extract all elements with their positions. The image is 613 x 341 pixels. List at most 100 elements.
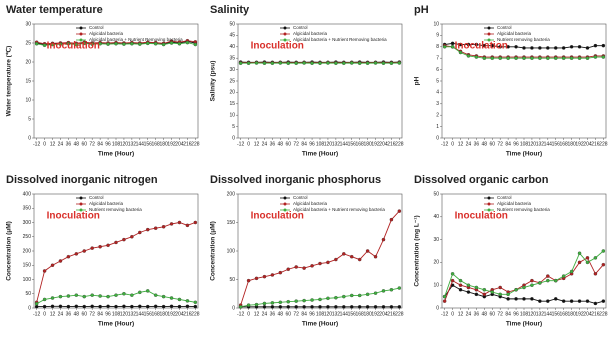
y-tick-label: 0 [232,305,235,311]
data-point [193,220,198,225]
x-tick-label: 228 [395,141,404,147]
y-tick-label: 5 [28,116,31,122]
data-point [498,292,502,297]
y-axis-label: pH [414,76,421,85]
panel-title: Dissolved inorganic nitrogen [6,174,158,186]
data-point [90,304,94,309]
x-tick-label: 192 [167,141,176,147]
data-point [561,56,566,60]
y-tick-label: 150 [23,263,32,269]
data-point [365,249,370,253]
data-point [458,42,463,47]
x-tick-label: 156 [348,311,357,317]
data-point [601,299,606,303]
data-point [342,305,346,309]
data-point [114,293,118,297]
x-tick-label: 156 [348,141,357,147]
x-tick-label: 168 [356,141,365,147]
x-tick-label: 144 [136,311,145,317]
data-point [601,262,606,267]
legend-marker [283,208,287,212]
data-point [553,56,558,60]
y-tick-label: 35 [229,56,235,62]
data-point [450,278,455,283]
x-tick-label: 84 [301,311,307,317]
x-tick-label: -12 [441,141,448,147]
legend-label: Control [497,25,512,30]
x-tick-label: 60 [285,141,291,147]
y-tick-label: 10 [229,113,235,119]
data-point [506,292,510,297]
x-tick-label: 60 [81,141,87,147]
data-point [365,292,370,297]
annotation: Inoculation [47,211,100,222]
data-point [466,54,471,58]
data-point [334,295,338,300]
y-axis-label: Concentration (μM) [210,221,217,281]
data-point [389,305,394,309]
data-point [185,40,190,45]
x-tick-label: 72 [497,311,503,317]
data-point [546,56,550,60]
panel-title: Salinity [210,4,250,16]
data-point [522,285,526,290]
y-tick-label: 0 [232,135,235,141]
x-tick-label: 0 [451,141,454,147]
data-point [169,41,174,45]
data-point [318,61,322,65]
data-point [522,46,526,50]
x-tick-label: 120 [120,141,129,147]
x-tick-label: 204 [175,141,184,147]
x-tick-label: 132 [332,141,341,147]
x-tick-label: 0 [451,311,454,317]
x-tick-label: 192 [371,311,380,317]
x-tick-label: 144 [340,141,349,147]
data-point [278,270,283,275]
data-point [145,227,150,232]
data-point [122,291,126,296]
data-point [82,41,87,46]
data-point [326,305,330,309]
x-tick-label: 120 [120,311,129,317]
data-point [381,305,386,309]
y-tick-label: 200 [227,191,236,197]
data-point [169,222,174,226]
data-point [42,269,47,273]
data-point [506,56,510,60]
data-point [138,290,142,295]
x-axis-label: Time (Hour) [506,151,542,158]
data-point [270,273,275,277]
y-tick-label: 25 [25,40,31,46]
data-point [498,285,502,290]
data-point [130,234,134,239]
data-point [106,42,110,46]
legend-marker [79,38,83,42]
data-point [577,299,582,303]
legend-label: Control [89,195,104,200]
y-tick-label: 300 [23,220,32,226]
data-point [98,294,102,298]
annotation: Inoculation [251,41,304,52]
x-tick-label: 120 [324,311,333,317]
x-axis-label: Time (Hour) [302,151,338,158]
data-point [577,251,582,256]
data-point [302,61,306,65]
y-tick-label: 200 [23,248,32,254]
data-point [138,304,142,309]
x-tick-label: 72 [293,311,299,317]
y-tick-label: 4 [436,90,439,96]
y-tick-label: 40 [433,214,439,220]
x-tick-label: 72 [497,141,503,147]
data-point [106,294,110,299]
legend-label: Control [293,195,308,200]
y-tick-label: 5 [436,78,439,84]
data-point [514,56,518,60]
data-point [106,304,110,309]
data-point [357,305,362,309]
panel-title: pH [414,4,429,16]
x-tick-label: 168 [152,141,161,147]
data-point [286,267,291,271]
x-tick-label: 48 [278,141,284,147]
legend-label: Algicidal bacteria + Nutrient Removing b… [293,37,387,42]
data-point [145,289,150,293]
